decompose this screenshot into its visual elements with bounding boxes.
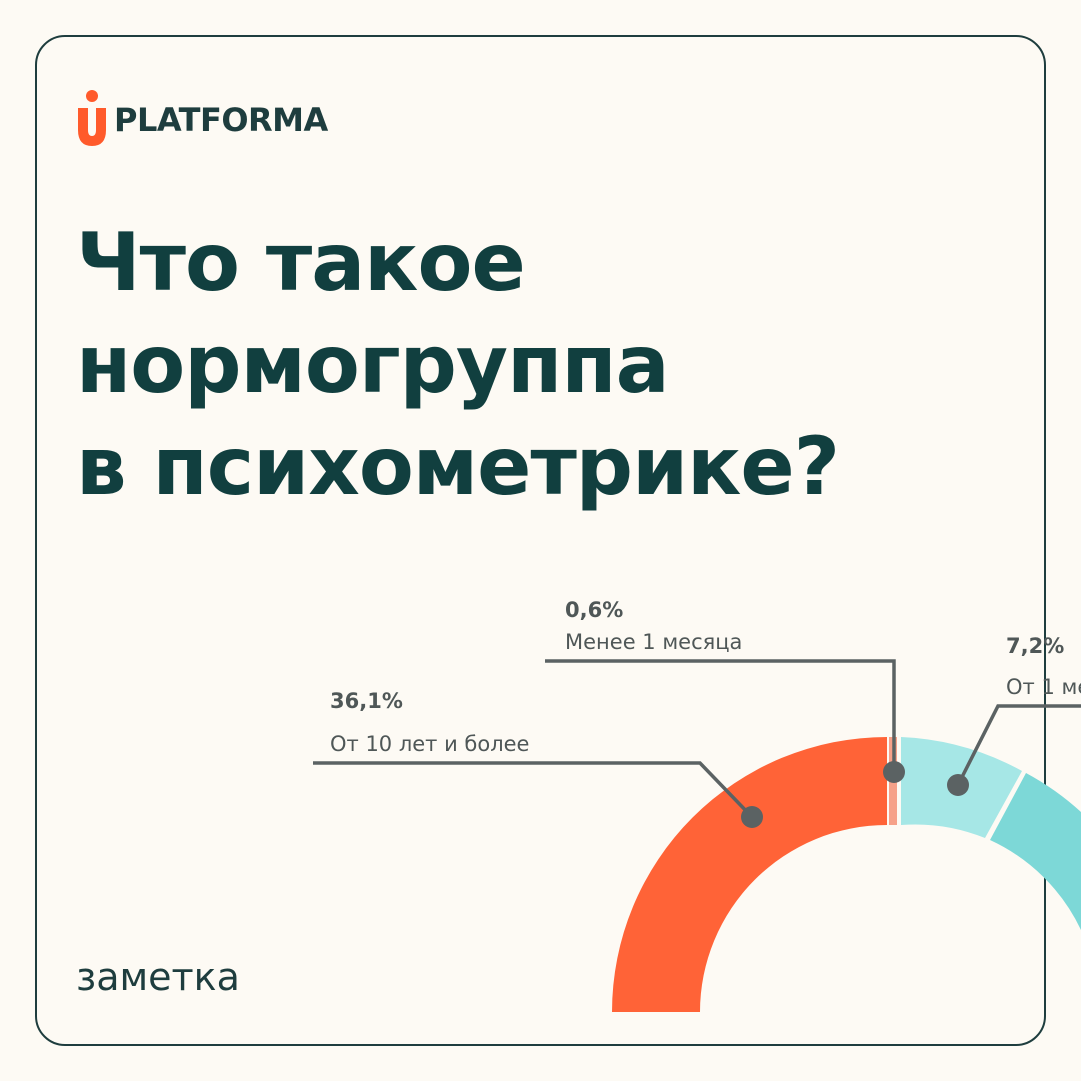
leader-line-10-years [313,761,754,819]
logo-u-icon [78,90,106,146]
slice-next [990,773,1081,930]
leader-dot-under-1-month [883,761,905,783]
leader-dot-from-1-month [947,774,969,796]
page-title: Что такое нормогруппа в психометрике? [76,212,840,518]
brand-name: PLATFORMA [114,101,328,139]
brand-logo: PLATFORMA [72,86,328,150]
label-pct-from-1-month: 7,2% [1006,634,1064,658]
title-line-1: Что такое [76,216,526,309]
leader-dot-10-years [741,806,763,828]
label-pct-under-1-month: 0,6% [565,598,623,622]
label-pct-10-years: 36,1% [330,689,403,713]
card-frame [35,35,1046,1046]
footer-tag: заметка [76,955,240,999]
leader-line-from-1-month [956,704,1081,786]
label-10-years: От 10 лет и более [330,732,529,756]
title-line-2: нормогруппа [76,318,670,411]
title-line-3: в психометрике? [76,420,840,513]
label-under-1-month: Менее 1 месяца [565,630,742,654]
slice-10-years [612,737,887,1012]
label-from-1-month: От 1 ме [1006,675,1081,699]
leader-line-under-1-month [545,659,896,772]
